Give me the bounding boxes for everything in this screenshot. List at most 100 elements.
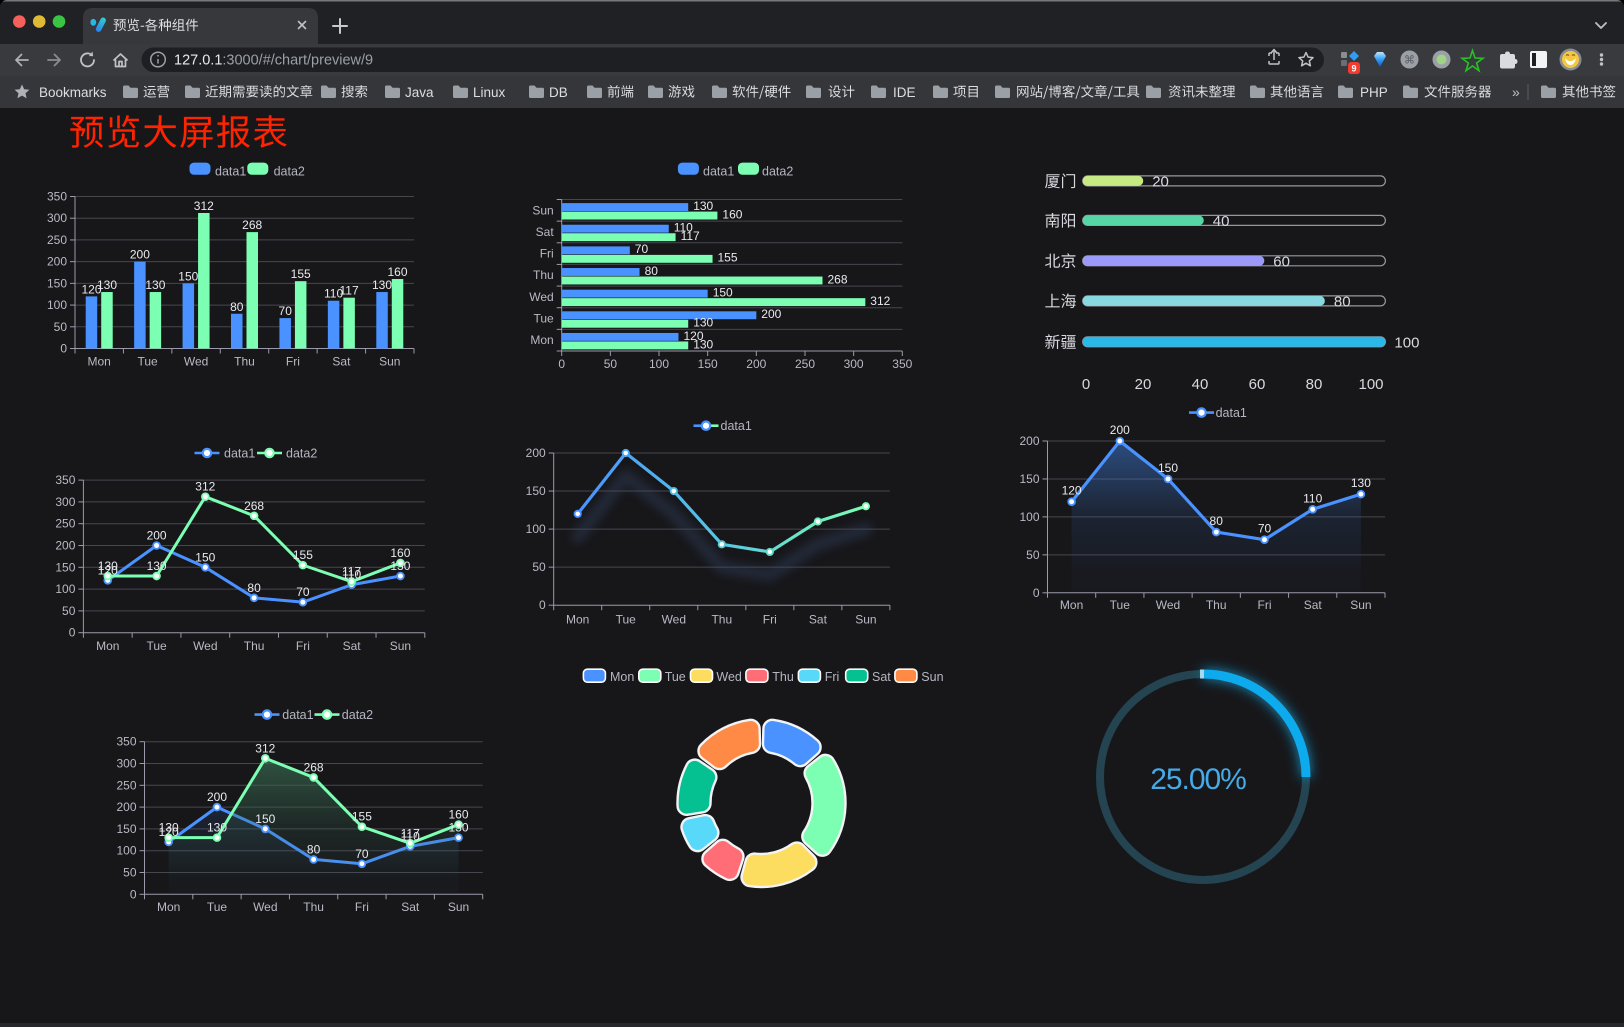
svg-text:120: 120: [159, 825, 179, 839]
svg-text:Sun: Sun: [448, 900, 469, 914]
svg-text:50: 50: [604, 357, 618, 371]
svg-text:155: 155: [352, 810, 372, 824]
svg-text:100: 100: [116, 844, 136, 858]
svg-text:Wed: Wed: [193, 639, 217, 653]
svg-text:150: 150: [526, 484, 546, 498]
svg-text:Sun: Sun: [1350, 598, 1371, 612]
svg-text:Thu: Thu: [533, 268, 554, 282]
svg-text:80: 80: [247, 581, 261, 595]
svg-text:data1: data1: [703, 165, 734, 179]
svg-text:110: 110: [674, 221, 693, 235]
svg-text:120: 120: [1062, 484, 1082, 498]
svg-text:Thu: Thu: [772, 670, 794, 684]
svg-text:Mon: Mon: [1060, 598, 1083, 612]
svg-text:60: 60: [1273, 253, 1290, 270]
svg-text:Fri: Fri: [540, 247, 554, 261]
svg-text:Wed: Wed: [716, 670, 742, 684]
svg-text:Mon: Mon: [610, 670, 634, 684]
svg-text:100: 100: [1394, 334, 1419, 351]
svg-text:200: 200: [47, 255, 67, 269]
svg-text:300: 300: [844, 357, 864, 371]
svg-text:120: 120: [684, 329, 704, 343]
svg-text:117: 117: [342, 565, 361, 579]
svg-text:150: 150: [47, 276, 67, 290]
svg-text:100: 100: [1019, 510, 1039, 524]
svg-text:Fri: Fri: [763, 613, 777, 627]
svg-text:130: 130: [207, 821, 227, 835]
svg-text:130: 130: [693, 316, 713, 330]
svg-text:100: 100: [47, 298, 67, 312]
svg-text:130: 130: [97, 278, 117, 292]
svg-text:110: 110: [324, 287, 343, 301]
svg-text:130: 130: [448, 821, 468, 835]
svg-text:110: 110: [342, 568, 361, 582]
svg-text:130: 130: [145, 278, 165, 292]
svg-text:data2: data2: [342, 708, 373, 722]
svg-text:150: 150: [1019, 472, 1039, 486]
svg-text:0: 0: [1033, 586, 1040, 600]
svg-text:120: 120: [98, 563, 118, 577]
svg-text:Fri: Fri: [286, 355, 300, 369]
svg-text:155: 155: [291, 267, 311, 281]
svg-text:Sun: Sun: [379, 355, 400, 369]
svg-text:80: 80: [1210, 514, 1224, 528]
svg-text:70: 70: [355, 847, 369, 861]
svg-text:Mon: Mon: [96, 639, 119, 653]
svg-text:0: 0: [558, 357, 565, 371]
svg-text:200: 200: [207, 790, 227, 804]
svg-text:DB: DB: [549, 85, 568, 100]
svg-text:data2: data2: [286, 447, 317, 461]
svg-text:Sat: Sat: [332, 355, 351, 369]
svg-text:Tue: Tue: [1110, 598, 1131, 612]
svg-text:Sat: Sat: [1304, 598, 1323, 612]
svg-text:70: 70: [635, 242, 649, 256]
svg-text:200: 200: [746, 357, 766, 371]
svg-text:Fri: Fri: [825, 670, 840, 684]
svg-text:100: 100: [55, 582, 75, 596]
svg-text:130: 130: [693, 199, 713, 213]
svg-text:117: 117: [340, 284, 359, 298]
svg-text:200: 200: [761, 307, 781, 321]
svg-text:Sat: Sat: [809, 613, 828, 627]
svg-text:70: 70: [279, 304, 293, 318]
svg-text:Fri: Fri: [1258, 598, 1272, 612]
svg-text:9: 9: [1351, 64, 1356, 74]
svg-text:0: 0: [1082, 376, 1090, 393]
svg-text:Sat: Sat: [536, 225, 555, 239]
svg-text:160: 160: [387, 265, 407, 279]
svg-text:80: 80: [307, 842, 321, 856]
svg-text:Wed: Wed: [662, 613, 686, 627]
svg-text:350: 350: [47, 190, 67, 204]
svg-text:Mon: Mon: [566, 613, 589, 627]
svg-text:200: 200: [1110, 423, 1130, 437]
svg-text:data1: data1: [282, 708, 313, 722]
svg-text:80: 80: [1306, 376, 1323, 393]
svg-text:200: 200: [526, 446, 546, 460]
svg-text:70: 70: [296, 585, 310, 599]
svg-text:Sun: Sun: [855, 613, 876, 627]
svg-text:300: 300: [47, 211, 67, 225]
svg-text:110: 110: [401, 829, 420, 843]
svg-text:150: 150: [178, 269, 198, 283]
svg-text:130: 130: [147, 559, 167, 573]
svg-text:Wed: Wed: [1156, 598, 1180, 612]
svg-text:350: 350: [116, 735, 136, 749]
svg-text:312: 312: [255, 741, 275, 755]
svg-text:data1: data1: [224, 447, 255, 461]
svg-text:data2: data2: [762, 165, 793, 179]
svg-text:100: 100: [649, 357, 669, 371]
svg-text:200: 200: [147, 529, 167, 543]
svg-text:Tue: Tue: [616, 613, 637, 627]
svg-text:155: 155: [718, 251, 738, 265]
svg-text:data1: data1: [721, 419, 752, 433]
svg-text:60: 60: [1249, 376, 1266, 393]
svg-text:250: 250: [795, 357, 815, 371]
svg-text:350: 350: [892, 357, 912, 371]
svg-text:120: 120: [81, 282, 101, 296]
svg-text:312: 312: [195, 480, 215, 494]
svg-text:150: 150: [116, 822, 136, 836]
svg-text:70: 70: [1258, 522, 1272, 536]
svg-text:50: 50: [1026, 548, 1040, 562]
svg-text:268: 268: [244, 499, 264, 513]
svg-text:100: 100: [1358, 376, 1383, 393]
